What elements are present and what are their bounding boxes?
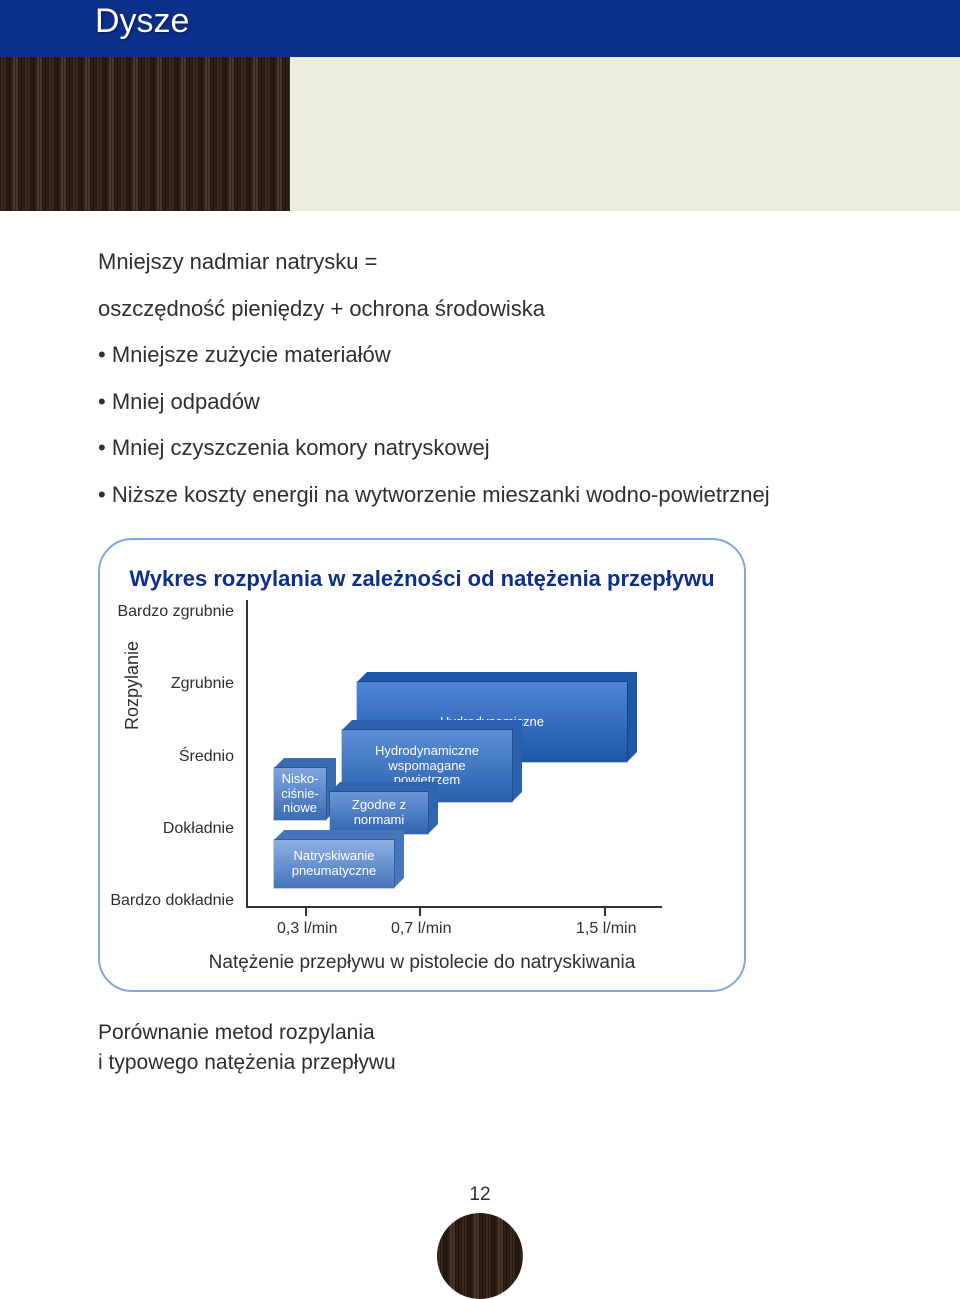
x-tick-label: 0,7 l/min [391, 920, 451, 938]
x-tick [305, 906, 307, 916]
chart-box-label: Zgodne z normami [330, 792, 428, 834]
chart-box-label: Natryskiwanie pneumatyczne [274, 840, 394, 888]
x-tick-label: 1,5 l/min [576, 920, 636, 938]
page-number: 12 [0, 1184, 960, 1206]
intro-line-2: oszczędność pieniędzy + ochrona środowis… [98, 295, 770, 324]
intro-text-block: Mniejszy nadmiar natrysku = oszczędność … [98, 248, 770, 528]
caption-line: Porównanie metod rozpylania [98, 1018, 396, 1048]
chart-box-label: Nisko-ciśnie-niowe [274, 768, 326, 820]
page-title: Dysze [95, 2, 189, 41]
chart-frame: Wykres rozpylania w zależności od natęże… [98, 538, 746, 992]
y-category-label: Średnio [74, 748, 234, 766]
intro-bullet: • Mniej odpadów [98, 388, 770, 417]
x-axis-title: Natężenie przepływu w pistolecie do natr… [100, 952, 744, 974]
intro-line-1: Mniejszy nadmiar natrysku = [98, 248, 770, 277]
x-axis-line [246, 906, 662, 908]
intro-bullet: • Mniejsze zużycie materiałów [98, 341, 770, 370]
x-tick [604, 906, 606, 916]
caption-line: i typowego natężenia przepływu [98, 1048, 396, 1078]
chart-title: Wykres rozpylania w zależności od natęże… [100, 566, 744, 592]
y-category-label: Zgrubnie [74, 675, 234, 693]
intro-bullet: • Mniej czyszczenia komory natryskowej [98, 434, 770, 463]
y-category-label: Bardzo dokładnie [74, 892, 234, 910]
y-category-label: Bardzo zgrubnie [74, 603, 234, 621]
chart-caption: Porównanie metod rozpylania i typowego n… [98, 1018, 396, 1079]
y-category-label: Dokładnie [74, 820, 234, 838]
y-axis-line [246, 600, 248, 906]
intro-bullet: • Niższe koszty energii na wytworzenie m… [98, 481, 770, 510]
footer-wood-circle [437, 1213, 523, 1299]
x-tick [419, 906, 421, 916]
wood-texture-panel [0, 57, 290, 211]
x-tick-label: 0,3 l/min [277, 920, 337, 938]
